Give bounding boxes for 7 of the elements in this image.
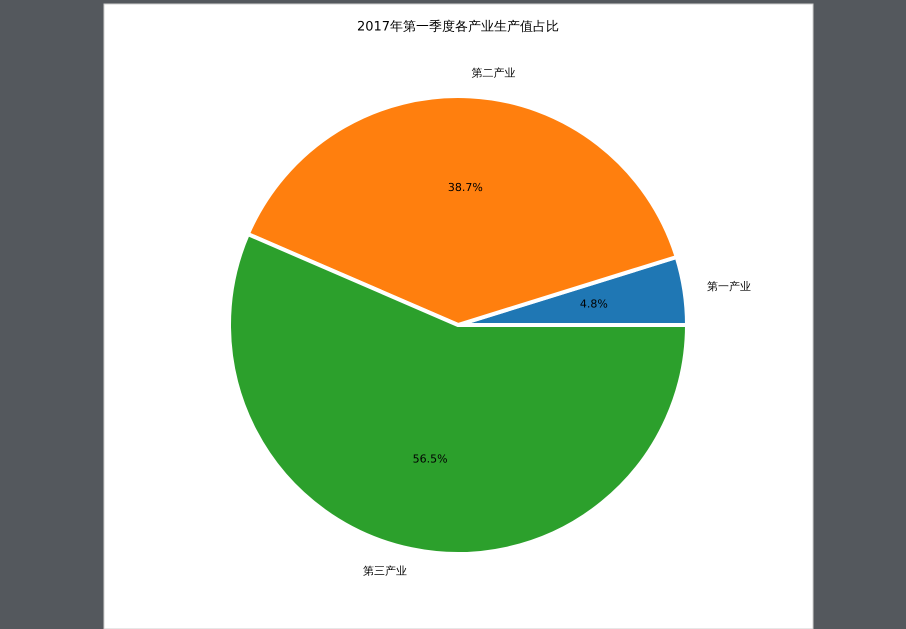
slice-label: 第二产业: [471, 66, 516, 80]
chart-title: 2017年第一季度各产业生产值占比: [356, 18, 560, 35]
slice-label: 第一产业: [707, 280, 752, 294]
data-label: 56.5%: [412, 452, 448, 466]
data-label: 38.7%: [448, 180, 483, 194]
data-label: 4.8%: [580, 297, 608, 310]
slice-label: 第三产业: [362, 564, 407, 578]
